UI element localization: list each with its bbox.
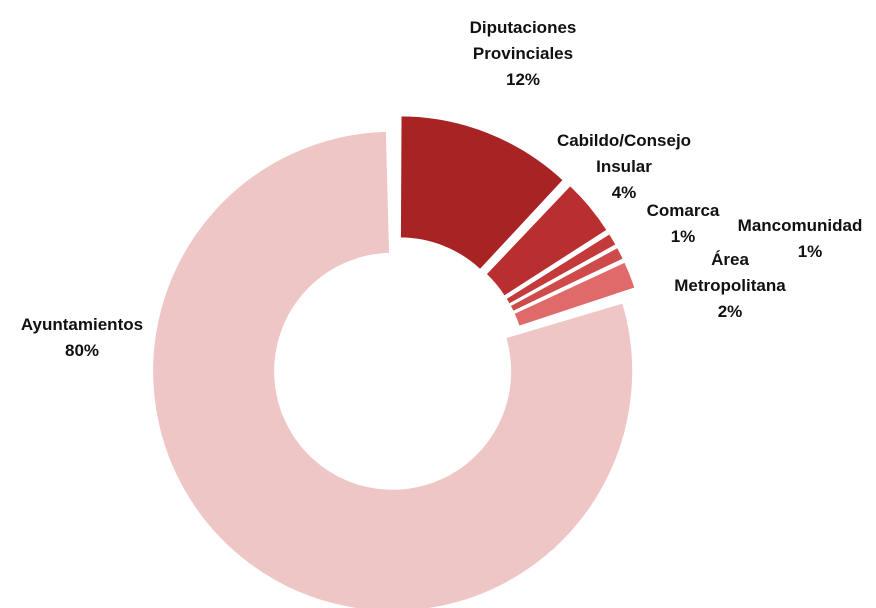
donut-slice [505,233,617,305]
category-label: Diputaciones Provinciales [469,18,577,63]
donut-slice [509,246,624,312]
donut-slice [485,184,608,297]
donut-slice [399,115,564,271]
data-label: Comarca 1% [633,198,733,250]
category-label: Cabildo/Consejo Insular [556,131,692,176]
value-label: 80% [64,341,100,360]
category-label: Área Metropolitana [674,250,786,295]
category-label: Comarca [646,201,720,220]
value-label: 12% [505,70,541,89]
value-label: 4% [611,183,637,202]
value-label: 1% [797,242,823,261]
data-label: Diputaciones Provinciales 12% [443,15,603,93]
category-label: Ayuntamientos [20,315,144,334]
donut-slice [152,130,634,608]
data-label: Ayuntamientos 80% [2,312,162,364]
donut-slice [513,261,636,327]
category-label: Mancomunidad [737,216,863,235]
value-label: 2% [717,302,743,321]
data-label: Mancomunidad 1% [725,213,875,265]
data-label: Área Metropolitana 2% [660,247,800,325]
value-label: 1% [670,227,696,246]
data-label: Cabildo/Consejo Insular 4% [549,128,699,206]
